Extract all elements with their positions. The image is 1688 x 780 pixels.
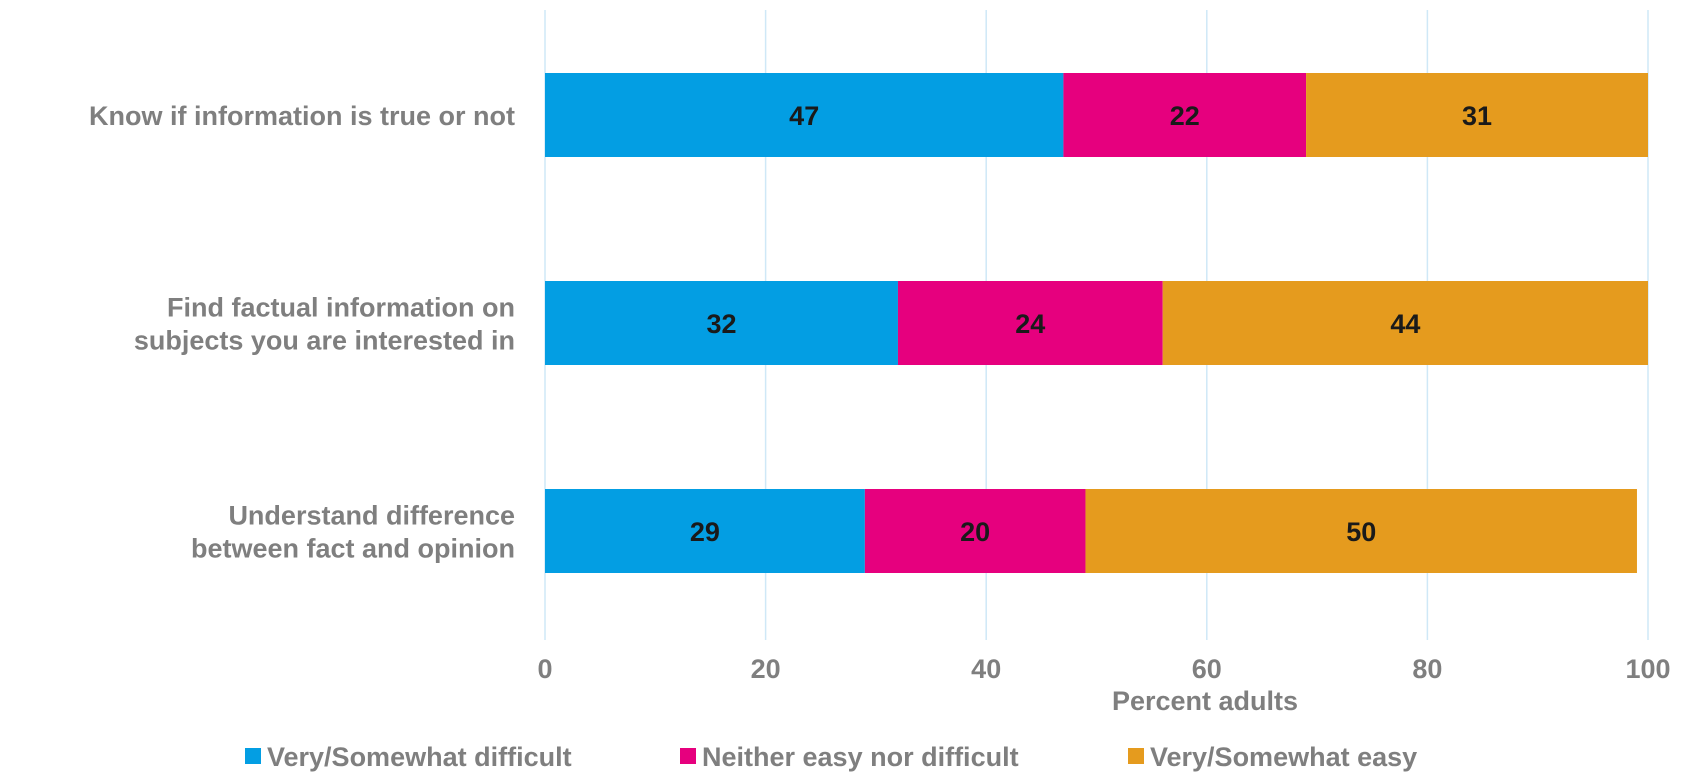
x-tick-label: 100	[1625, 654, 1670, 684]
data-label: 29	[690, 517, 720, 547]
bar-segment	[1085, 489, 1637, 573]
bar-segment	[545, 73, 1064, 157]
bar-segment	[545, 489, 865, 573]
x-axis-ticks: 0 20 40 60 80 100	[537, 654, 1670, 684]
x-tick-label: 0	[537, 654, 552, 684]
category-label: Understand difference	[228, 501, 515, 531]
x-tick-label: 40	[971, 654, 1001, 684]
data-label: 47	[789, 101, 819, 131]
legend: Very/Somewhat difficult Neither easy nor …	[245, 742, 1417, 772]
legend-swatch	[680, 748, 696, 764]
x-axis-title: Percent adults	[1112, 686, 1298, 716]
category-label: subjects you are interested in	[134, 326, 515, 356]
bar-segment	[1162, 281, 1648, 365]
bar-segment	[1063, 73, 1307, 157]
data-label: 50	[1346, 517, 1376, 547]
bar-segment	[1306, 73, 1648, 157]
category-label: between fact and opinion	[191, 534, 515, 564]
data-label: 31	[1462, 101, 1492, 131]
legend-swatch	[245, 748, 261, 764]
category-labels: Know if information is true or not Find f…	[89, 101, 515, 564]
x-tick-label: 80	[1412, 654, 1442, 684]
bar-segment	[545, 281, 898, 365]
data-label: 24	[1015, 309, 1045, 339]
legend-label: Very/Somewhat difficult	[267, 742, 572, 772]
bar-segment	[897, 281, 1163, 365]
x-tick-label: 60	[1192, 654, 1222, 684]
bar-segment	[864, 489, 1086, 573]
data-label: 22	[1170, 101, 1200, 131]
category-label: Find factual information on	[167, 293, 515, 323]
legend-label: Very/Somewhat easy	[1150, 742, 1417, 772]
legend-label: Neither easy nor difficult	[702, 742, 1019, 772]
bars	[545, 73, 1648, 573]
legend-swatch	[1128, 748, 1144, 764]
x-tick-label: 20	[751, 654, 781, 684]
data-label: 20	[960, 517, 990, 547]
data-label: 32	[706, 309, 736, 339]
data-label: 44	[1390, 309, 1420, 339]
data-labels: 47 22 31 32 24 44 29 20 50	[690, 101, 1492, 547]
category-label: Know if information is true or not	[89, 101, 515, 131]
